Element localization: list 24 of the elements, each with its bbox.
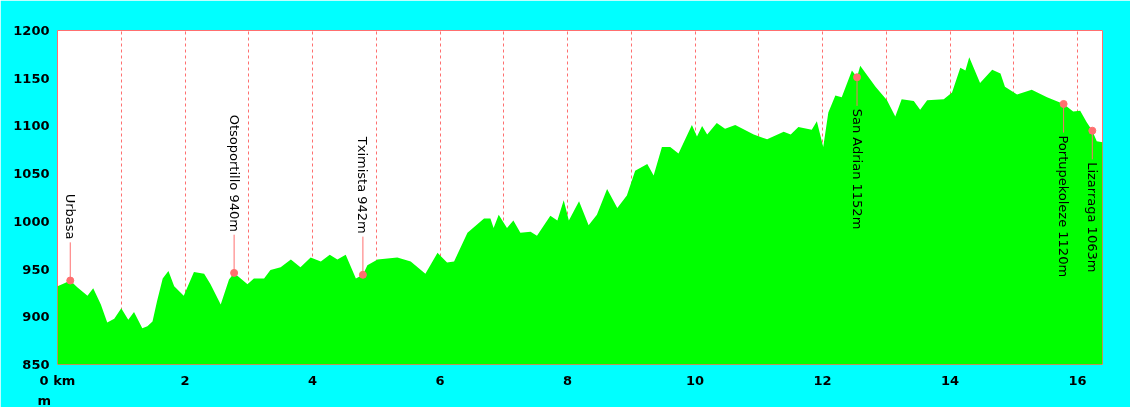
y-tick-label: 950 <box>22 261 50 277</box>
x-tick-label: 0 km <box>39 372 76 388</box>
y-tick-label: 1200 <box>13 23 50 38</box>
x-tick-label: 8 <box>563 372 573 388</box>
x-tick-label: 4 <box>308 372 318 388</box>
y-tick-label: 900 <box>22 309 50 325</box>
y-tick-label: 1100 <box>13 118 50 134</box>
y-tick-label: 1000 <box>13 213 50 229</box>
annotation: Otsoportillo 940m <box>226 114 242 232</box>
x-tick-label: 2 <box>180 372 190 388</box>
annotation: San Adrian 1152m <box>849 108 865 230</box>
annotation: Urbasa <box>62 193 78 240</box>
annotation: Tximista 942m <box>355 135 371 234</box>
x-tick-label: 14 <box>941 372 960 388</box>
annotation: Lizarraga 1063m <box>1084 162 1100 273</box>
y-tick-label: 1150 <box>13 70 50 86</box>
y-tick-label: 1050 <box>13 166 50 182</box>
x-tick-label: 10 <box>686 372 705 388</box>
x-tick-label: 6 <box>435 372 445 388</box>
y-axis-title: m <box>37 392 52 407</box>
x-tick-label: 12 <box>813 372 832 388</box>
x-tick-label: 16 <box>1068 372 1087 388</box>
y-tick-label: 850 <box>22 357 50 372</box>
annotation: Portupekoleze 1120m <box>1056 135 1072 278</box>
